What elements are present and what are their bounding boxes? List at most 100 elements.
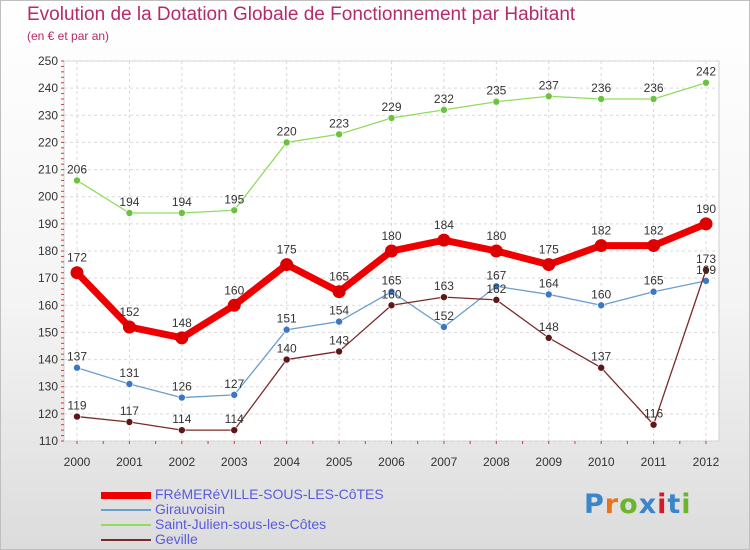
data-point bbox=[125, 380, 134, 388]
data-point bbox=[335, 347, 343, 356]
x-tick-label: 2003 bbox=[221, 455, 248, 469]
data-point bbox=[387, 114, 396, 122]
data-label: 182 bbox=[644, 224, 664, 238]
data-point bbox=[489, 244, 503, 258]
data-point bbox=[70, 266, 84, 280]
data-label: 173 bbox=[696, 252, 716, 266]
y-tick-label: 130 bbox=[38, 380, 58, 394]
data-label: 194 bbox=[172, 195, 192, 209]
x-tick-label: 2010 bbox=[588, 455, 615, 469]
x-tick-label: 2012 bbox=[693, 455, 720, 469]
y-tick-label: 140 bbox=[38, 353, 58, 367]
legend-label: Saint-Julien-sous-les-Côtes bbox=[155, 516, 327, 532]
data-point bbox=[335, 130, 343, 139]
logo-letter: i bbox=[657, 489, 668, 520]
data-point bbox=[649, 287, 658, 296]
data-point bbox=[125, 418, 134, 426]
data-point bbox=[544, 334, 553, 342]
x-tick-label: 2006 bbox=[378, 455, 405, 469]
series-2 bbox=[73, 78, 710, 217]
data-point bbox=[335, 317, 343, 326]
data-point bbox=[122, 320, 136, 334]
y-tick-label: 110 bbox=[39, 434, 58, 448]
data-label: 237 bbox=[539, 78, 559, 92]
data-label: 206 bbox=[67, 162, 87, 176]
data-point bbox=[282, 325, 291, 334]
series-3 bbox=[73, 266, 710, 434]
data-label: 172 bbox=[67, 251, 87, 265]
data-point bbox=[178, 209, 186, 217]
data-point bbox=[594, 239, 608, 253]
y-tick-label: 170 bbox=[38, 271, 58, 285]
y-tick-label: 180 bbox=[38, 244, 58, 258]
data-label: 182 bbox=[591, 224, 611, 238]
data-label: 184 bbox=[434, 218, 454, 232]
data-label: 151 bbox=[277, 312, 297, 326]
y-tick-label: 160 bbox=[38, 298, 58, 312]
data-point bbox=[125, 209, 134, 217]
data-point bbox=[492, 97, 501, 106]
data-point bbox=[597, 363, 605, 372]
data-label: 143 bbox=[329, 333, 349, 347]
x-tick-label: 2011 bbox=[641, 455, 667, 469]
data-point bbox=[227, 298, 241, 312]
data-label: 235 bbox=[486, 84, 506, 98]
legend-label: Girauvoisin bbox=[155, 501, 226, 517]
data-point bbox=[73, 176, 81, 185]
data-point bbox=[544, 290, 553, 299]
data-point bbox=[649, 95, 658, 103]
series-1 bbox=[73, 277, 710, 402]
data-point bbox=[597, 301, 605, 310]
logo-letter: o bbox=[619, 489, 639, 520]
data-point bbox=[178, 393, 186, 402]
logo-letter: t bbox=[667, 489, 682, 520]
x-tick-label: 2007 bbox=[431, 455, 458, 469]
data-label: 194 bbox=[119, 195, 139, 209]
data-label: 131 bbox=[119, 366, 139, 380]
data-label: 114 bbox=[172, 412, 191, 426]
data-label: 242 bbox=[696, 65, 716, 79]
data-point bbox=[597, 95, 605, 103]
data-point bbox=[542, 258, 556, 272]
legend-swatch bbox=[101, 524, 151, 526]
data-point bbox=[230, 426, 239, 434]
data-label: 137 bbox=[591, 350, 611, 364]
y-tick-label: 250 bbox=[38, 54, 58, 68]
data-label: 116 bbox=[644, 407, 663, 421]
data-point bbox=[440, 293, 448, 301]
data-label: 140 bbox=[277, 342, 297, 356]
y-tick-label: 240 bbox=[38, 81, 58, 95]
data-label: 160 bbox=[381, 287, 401, 301]
data-point bbox=[702, 266, 710, 274]
data-label: 220 bbox=[277, 124, 297, 138]
data-label: 154 bbox=[329, 304, 349, 318]
data-point bbox=[387, 301, 396, 310]
data-label: 180 bbox=[381, 229, 401, 243]
y-tick-label: 230 bbox=[38, 108, 58, 122]
data-point bbox=[282, 355, 291, 364]
data-label: 169 bbox=[696, 263, 716, 277]
data-point bbox=[178, 426, 186, 434]
data-label: 175 bbox=[277, 243, 297, 257]
data-point bbox=[647, 239, 661, 253]
data-label: 164 bbox=[539, 276, 559, 290]
x-tick-label: 2008 bbox=[483, 455, 510, 469]
x-tick-label: 2005 bbox=[326, 455, 353, 469]
legend-swatch bbox=[101, 491, 151, 499]
data-point bbox=[332, 285, 346, 299]
series-0 bbox=[70, 217, 713, 345]
x-tick-label: 2004 bbox=[273, 455, 300, 469]
data-point bbox=[492, 282, 501, 291]
data-label: 167 bbox=[486, 268, 506, 282]
data-point bbox=[175, 331, 189, 345]
data-label: 165 bbox=[644, 274, 664, 288]
data-label: 232 bbox=[434, 92, 454, 106]
x-tick-label: 2001 bbox=[116, 455, 143, 469]
data-point bbox=[440, 323, 448, 331]
data-point bbox=[437, 233, 451, 247]
data-point bbox=[492, 296, 501, 304]
data-label: 127 bbox=[224, 377, 244, 391]
data-point bbox=[649, 420, 658, 429]
data-point bbox=[73, 363, 81, 372]
data-label: 148 bbox=[172, 316, 192, 330]
